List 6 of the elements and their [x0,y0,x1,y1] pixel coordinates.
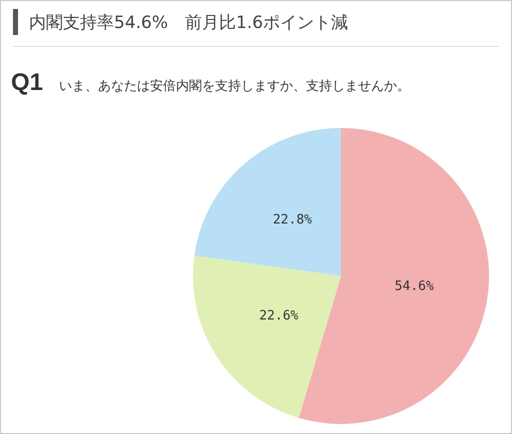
data-label: 22.8% [272,212,312,228]
data-label: 54.6% [394,279,434,294]
data-label: 22.6% [259,308,299,324]
chart-title: 内閣支持率54.6% 前月比1.6ポイント減 [29,12,348,34]
chart-subtitle: Q1 [11,69,44,97]
text: いま、あなたは安倍内閣を支持しますか、支持しませんか。 [59,78,410,95]
